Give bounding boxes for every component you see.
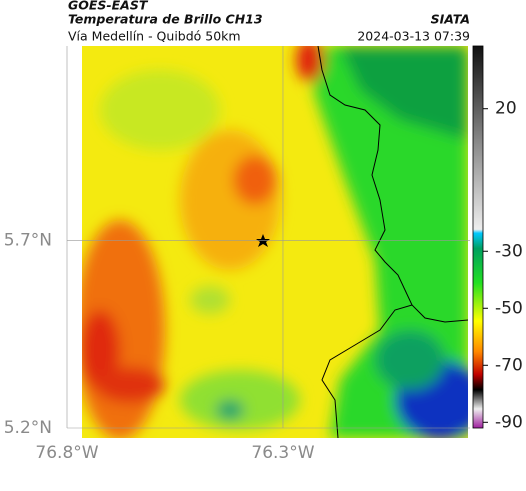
colorbar-tick-label: -90 (495, 412, 523, 432)
colorbar-tick-label: -70 (495, 355, 523, 375)
colorbar-tick-label: -50 (495, 298, 523, 318)
border-line (321, 304, 413, 438)
y-tick-label: 5.2°N (4, 418, 52, 438)
colorbar-tick-label: -30 (495, 241, 523, 261)
brightness-field (82, 46, 468, 438)
title: Temperatura de Brillo CH13 (68, 12, 263, 27)
coastline (317, 46, 468, 323)
x-tick-label: 76.8°W (35, 443, 98, 463)
colorbar-tick-label: 20 (495, 99, 517, 119)
colorbar (472, 45, 484, 429)
source: GOES-EAST (68, 0, 149, 13)
subtitle: Vía Medellín - Quibdó 50km (68, 29, 241, 44)
y-tick-label: 5.7°N (4, 231, 52, 251)
x-tick-label: 76.3°W (251, 443, 314, 463)
timestamp: 2024-03-13 07:39 (357, 29, 470, 44)
brand: SIATA (431, 12, 470, 27)
